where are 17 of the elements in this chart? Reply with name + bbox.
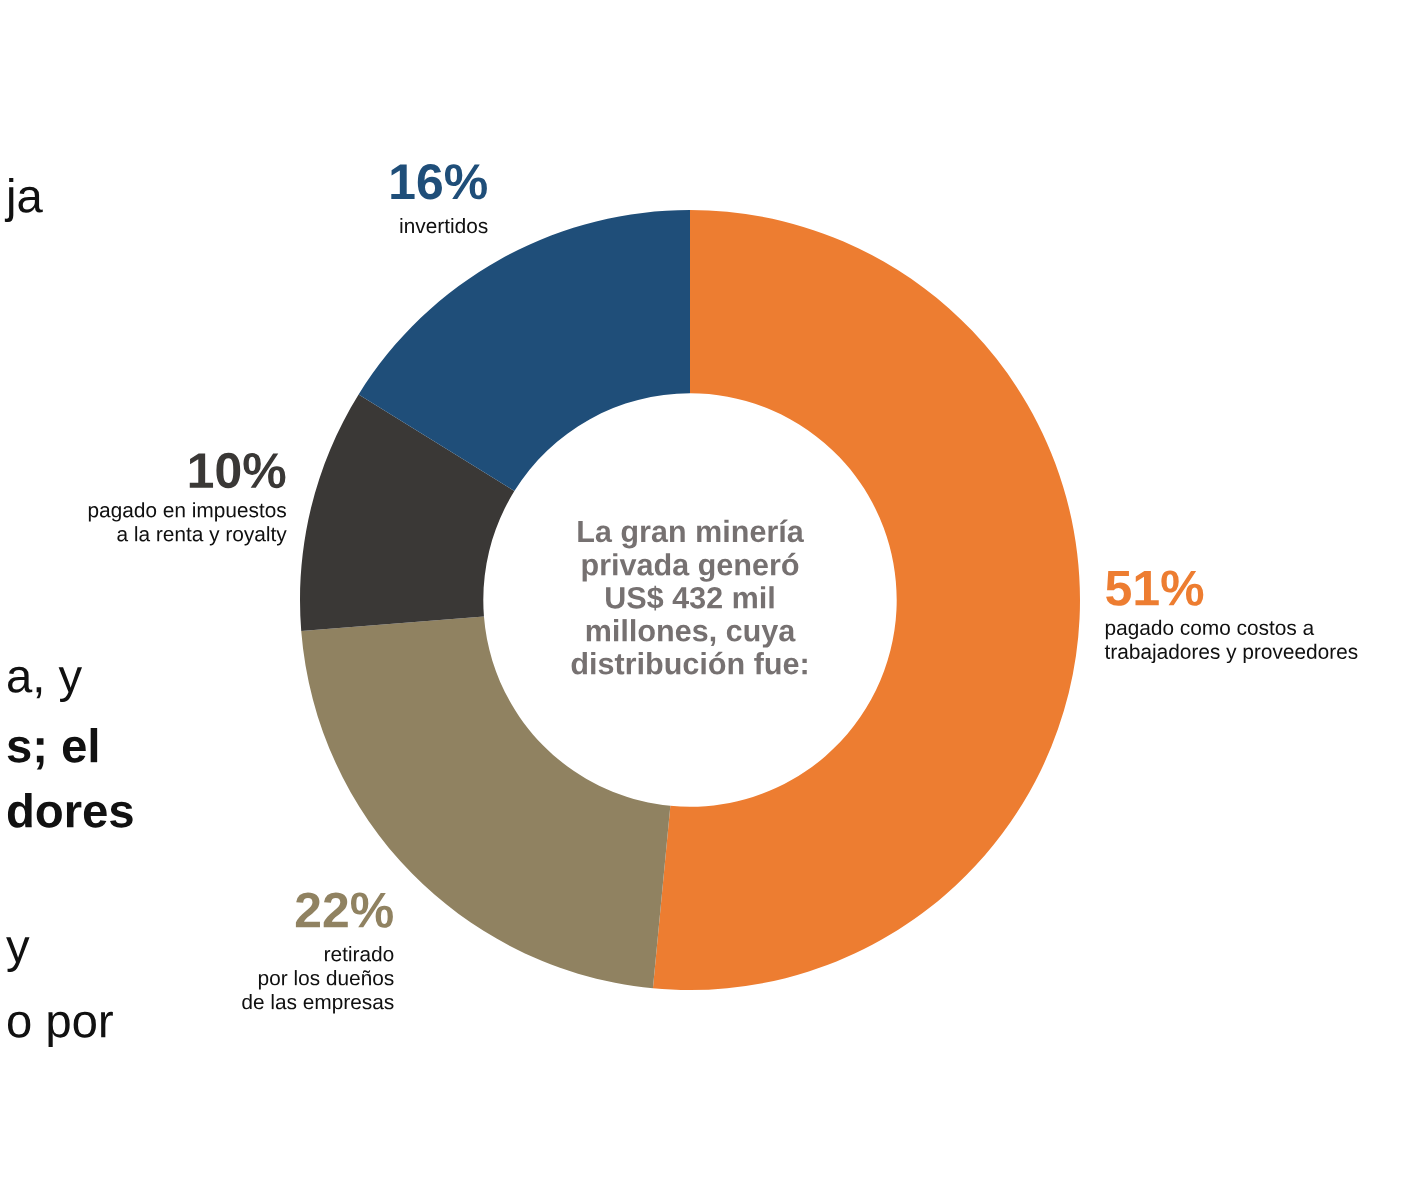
donut-slice <box>358 210 690 492</box>
text: a, y <box>8 666 83 703</box>
donut-slice <box>300 394 515 631</box>
data-label: 22% <box>295 892 393 928</box>
slice-label: pagado en impuestos a la renta y royalty <box>88 502 287 546</box>
slice-label: invertidos <box>400 217 488 234</box>
slice-label: pagado como costos a trabajadores y proveedores <box>1104 619 1358 664</box>
data-label: 51% <box>1106 570 1204 606</box>
text: dores <box>7 792 133 828</box>
text: s; el <box>7 727 98 770</box>
text: o por <box>7 1011 113 1048</box>
data-label: 10% <box>189 452 286 489</box>
text: La gran minería privada generó US$ 432 mil millones, cuya distribución fue: <box>571 519 807 675</box>
slice-label: retirado por los dueños de las empresas <box>242 946 394 1014</box>
data-label: 16% <box>391 164 487 200</box>
text: y <box>6 937 30 973</box>
text: ja <box>4 177 43 223</box>
